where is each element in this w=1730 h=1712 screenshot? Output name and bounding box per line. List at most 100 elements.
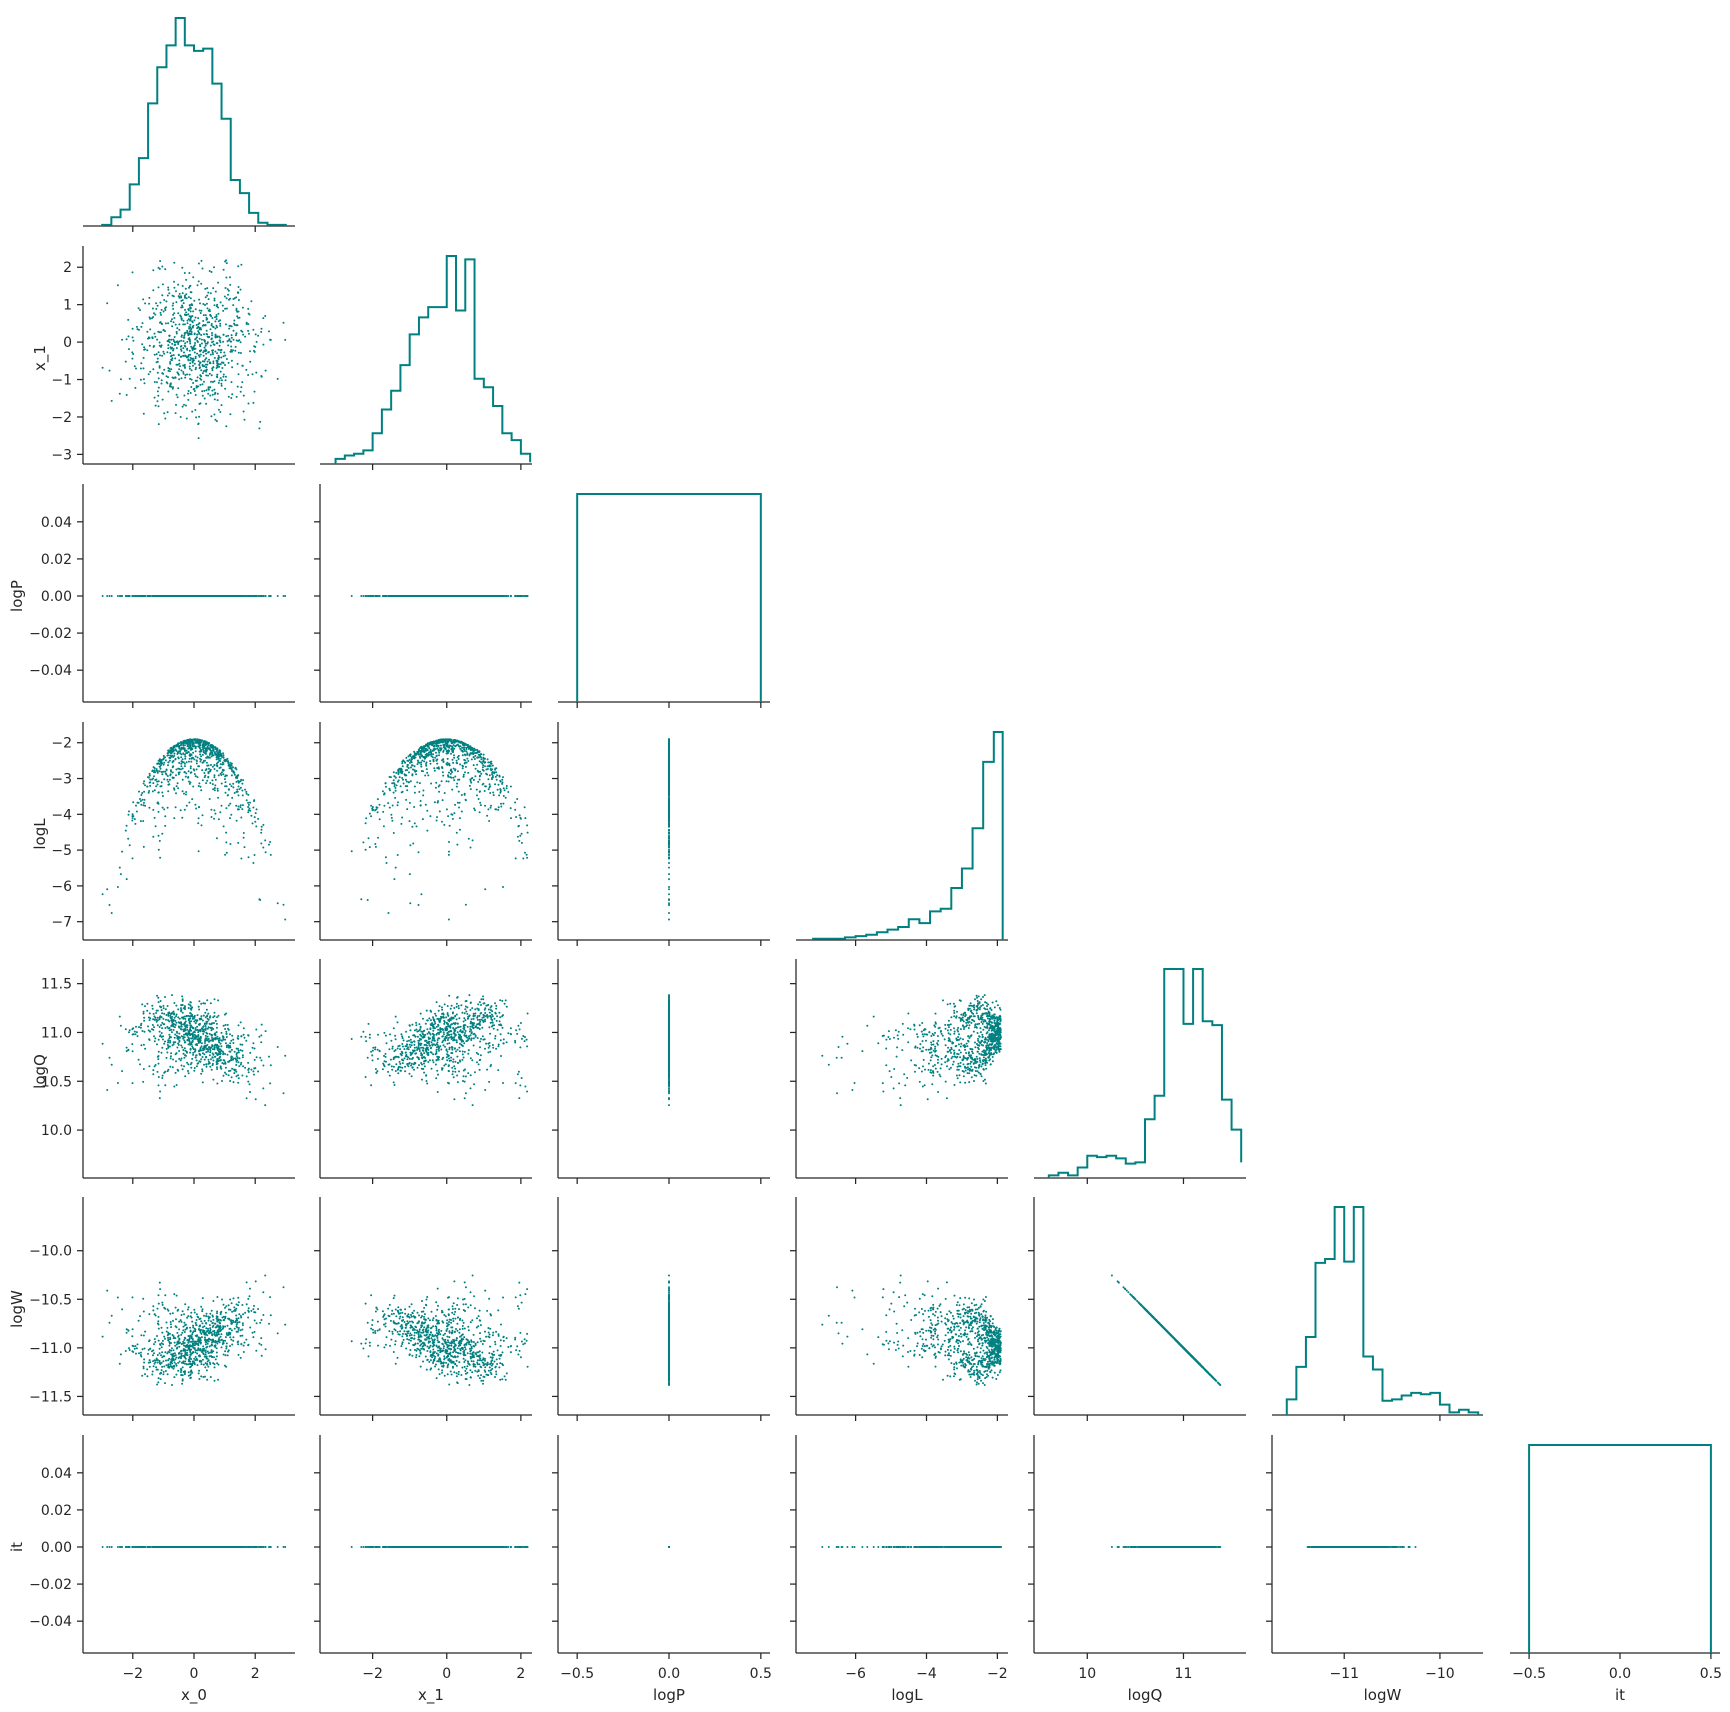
scatter-point [190, 392, 192, 394]
scatter-point [163, 353, 165, 355]
scatter-point [163, 412, 165, 414]
scatter-point [159, 260, 161, 262]
scatter-point [172, 302, 174, 304]
scatter-point [156, 361, 158, 363]
scatter-point [220, 371, 222, 373]
scatter-point [177, 312, 179, 314]
scatter-point [277, 378, 279, 380]
scatter-point [178, 323, 180, 325]
scatter-point [220, 351, 222, 353]
scatter-point [211, 374, 213, 376]
scatter-point [189, 368, 191, 370]
scatter-point [161, 309, 163, 311]
scatter-point [226, 297, 228, 299]
scatter-point [177, 387, 179, 389]
scatter-point [194, 342, 196, 344]
scatter-point [212, 360, 214, 362]
scatter-point [210, 292, 212, 294]
scatter-point [172, 308, 174, 310]
scatter-point [229, 284, 231, 286]
scatter-point [225, 287, 227, 289]
scatter-point [143, 357, 145, 359]
scatter-point [154, 354, 156, 356]
scatter-point [178, 295, 180, 297]
scatter-point [184, 309, 186, 311]
scatter-point [249, 314, 251, 316]
scatter-point [178, 340, 180, 342]
scatter-point [160, 331, 162, 333]
scatter-point [203, 370, 205, 372]
scatter-point [202, 325, 204, 327]
scatter-point [261, 328, 263, 330]
scatter-point [237, 386, 239, 388]
scatter-point [182, 292, 184, 294]
scatter-point [154, 381, 156, 383]
scatter-point [207, 393, 209, 395]
scatter-point [210, 328, 212, 330]
scatter-point [215, 291, 217, 293]
scatter-point [216, 365, 218, 367]
scatter-point [159, 365, 161, 367]
scatter-point [189, 285, 191, 287]
scatter-point [232, 298, 234, 300]
scatter-point [219, 411, 221, 413]
scatter-point [199, 302, 201, 304]
scatter-point [143, 378, 145, 380]
scatter-point [170, 320, 172, 322]
scatter-point [175, 324, 177, 326]
scatter-point [180, 416, 182, 418]
scatter-point [171, 359, 173, 361]
scatter-point [138, 307, 140, 309]
scatter-point [135, 368, 137, 370]
scatter-point [176, 340, 178, 342]
scatter-point [187, 399, 189, 401]
scatter-point [169, 341, 171, 343]
scatter-point [172, 305, 174, 307]
scatter-point [153, 345, 155, 347]
scatter-point [121, 339, 123, 341]
scatter-point [191, 331, 193, 333]
scatter-point [240, 391, 242, 393]
scatter-point [248, 403, 250, 405]
scatter-point [190, 297, 192, 299]
scatter-point [252, 402, 254, 404]
scatter-point [190, 304, 192, 306]
scatter-point [242, 365, 244, 367]
scatter-point [199, 356, 201, 358]
scatter-point [184, 272, 186, 274]
scatter-point [202, 395, 204, 397]
scatter-point [166, 351, 168, 353]
scatter-point [180, 356, 182, 358]
scatter-point [198, 360, 200, 362]
scatter-point [106, 595, 108, 597]
scatter-point [148, 303, 150, 305]
scatter-point [173, 281, 175, 283]
scatter-point [139, 309, 141, 311]
scatter-point [208, 298, 210, 300]
scatter-point [207, 361, 209, 363]
scatter-point [170, 339, 172, 341]
scatter-point [222, 310, 224, 312]
scatter-point [179, 293, 181, 295]
scatter-point [158, 423, 160, 425]
scatter-point [208, 321, 210, 323]
scatter-point [132, 328, 134, 330]
scatter-point [109, 595, 111, 597]
scatter-point [189, 366, 191, 368]
scatter-point [216, 305, 218, 307]
scatter-point [192, 325, 194, 327]
scatter-point [179, 365, 181, 367]
scatter-point [147, 338, 149, 340]
scatter-point [214, 392, 216, 394]
scatter-point [201, 343, 203, 345]
scatter-point [216, 367, 218, 369]
scatter-point [213, 414, 215, 416]
scatter-point [206, 295, 208, 297]
scatter-point [181, 377, 183, 379]
scatter-point [173, 295, 175, 297]
scatter-point [188, 337, 190, 339]
scatter-point [158, 387, 160, 389]
scatter-point [209, 314, 211, 316]
scatter-point [172, 350, 174, 352]
